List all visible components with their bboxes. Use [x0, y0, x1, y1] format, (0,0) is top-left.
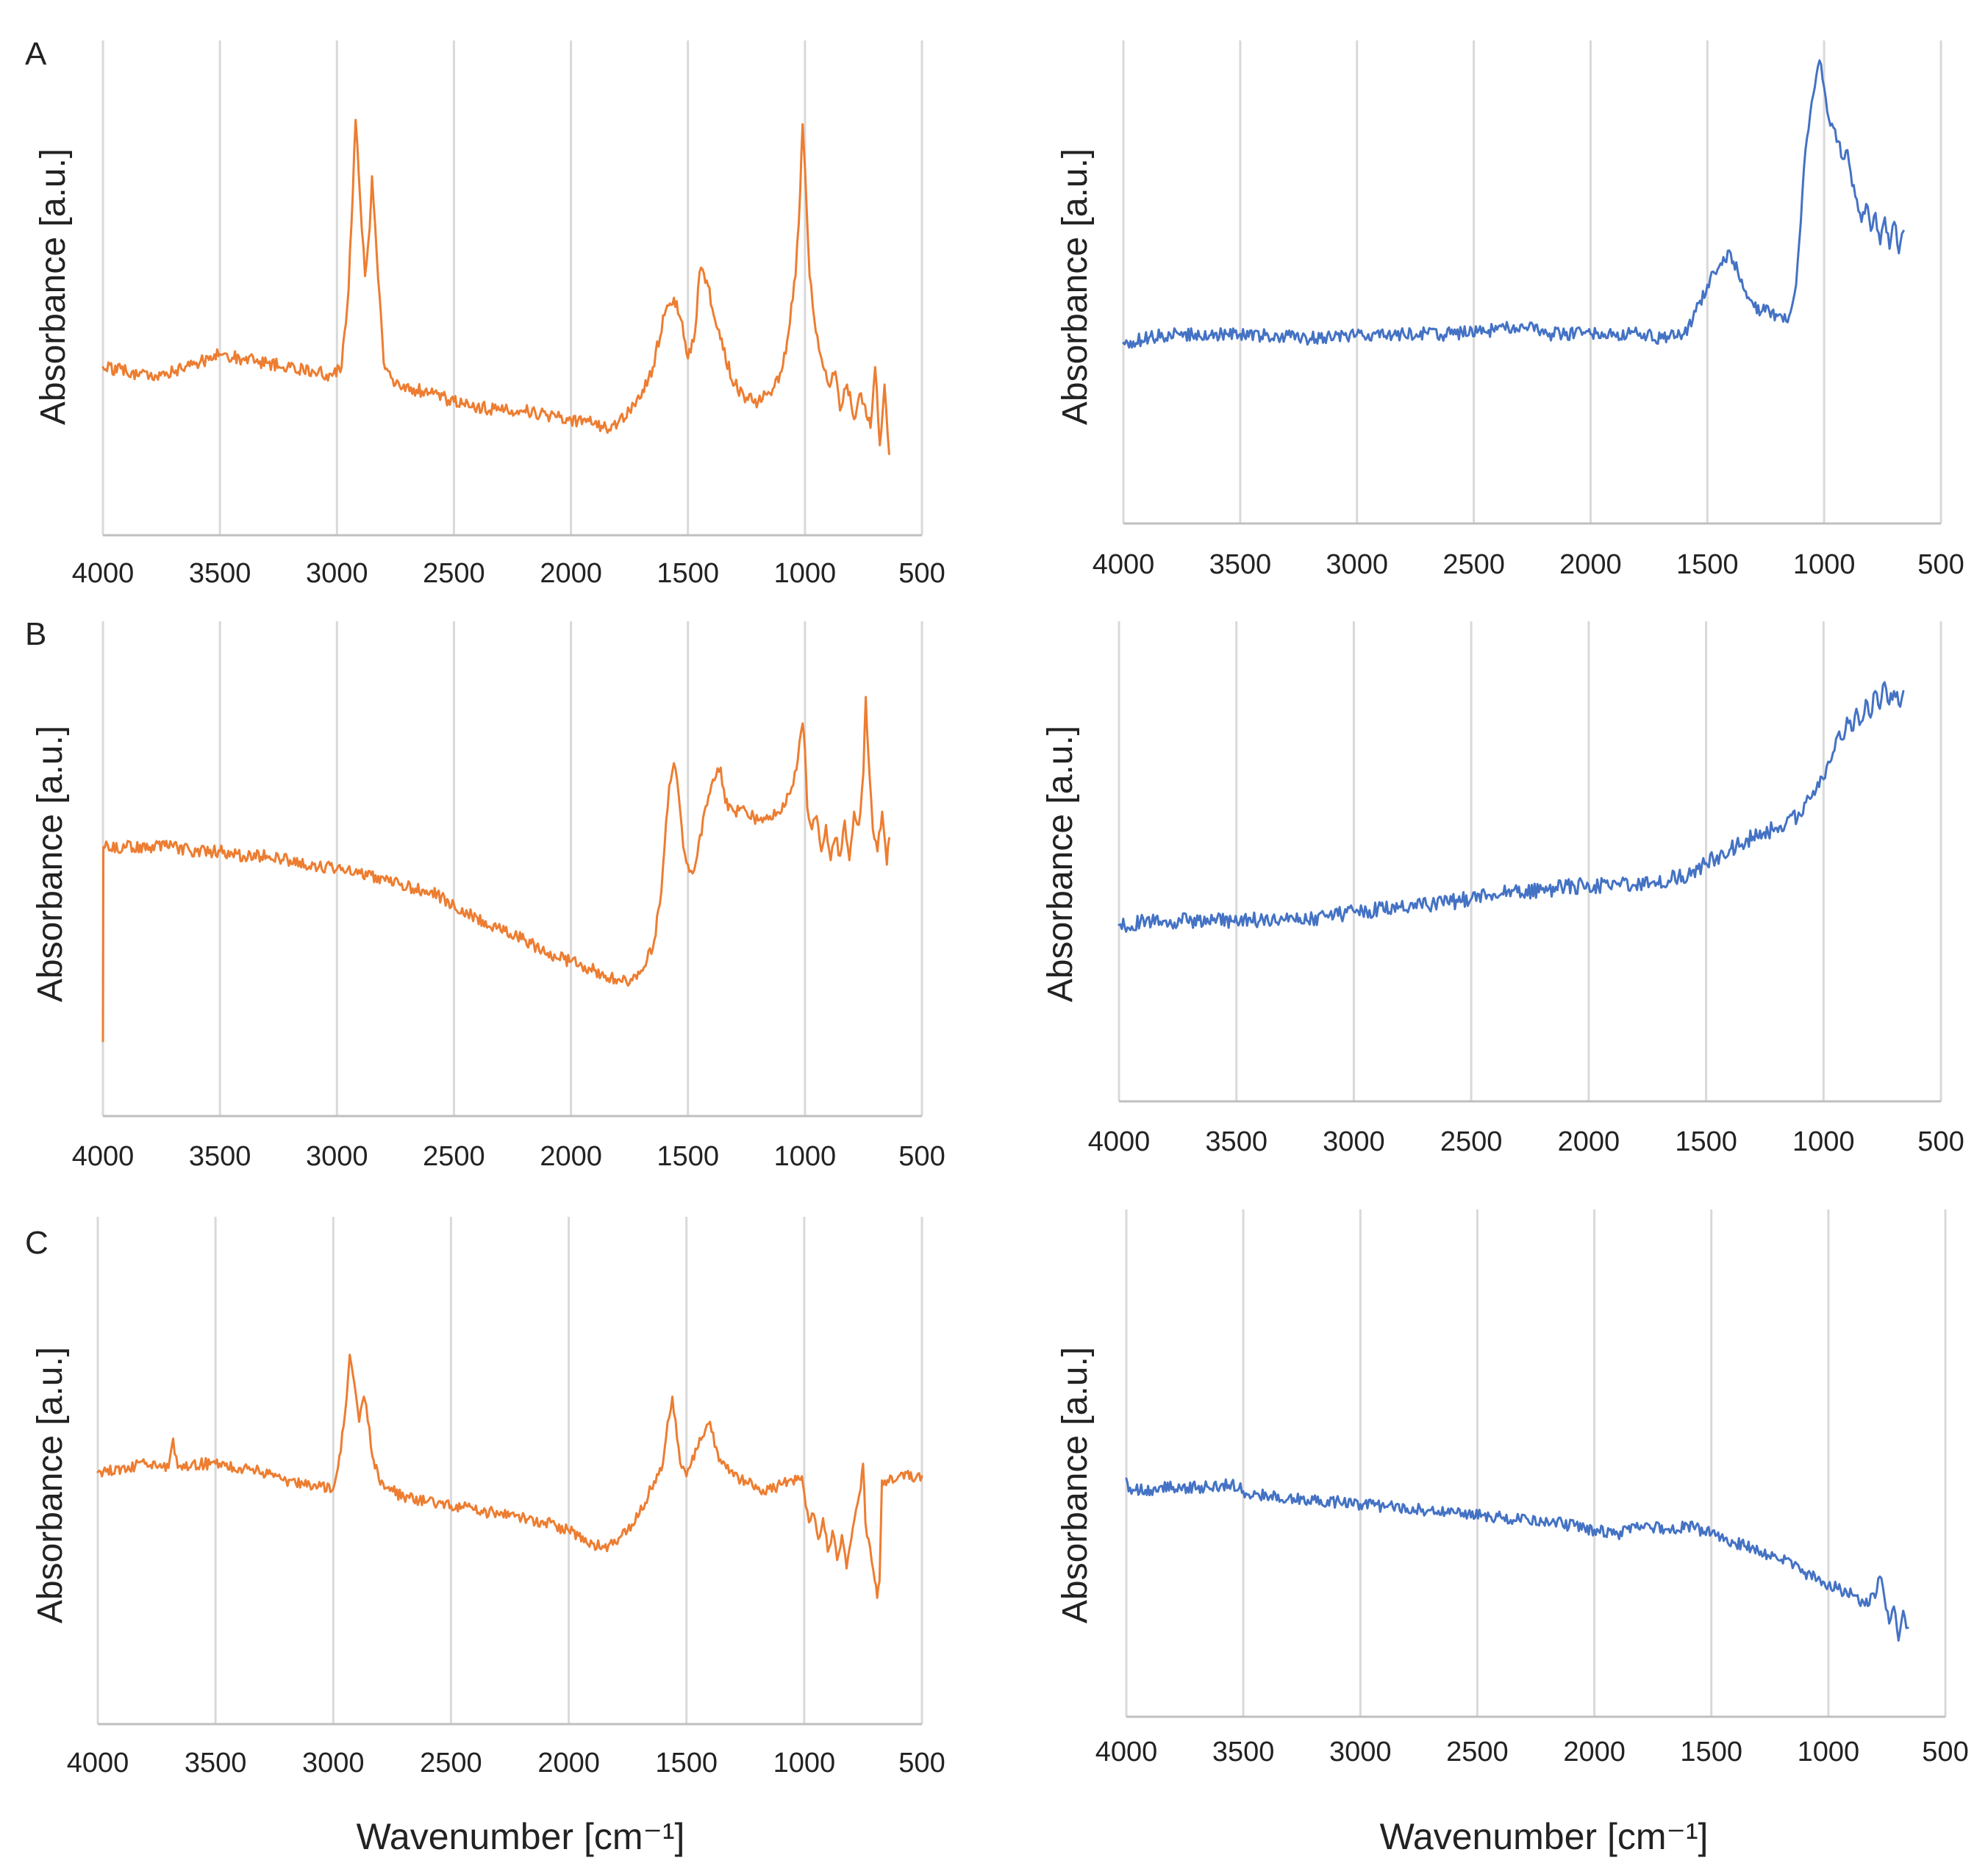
panel-letter-c: C: [25, 1225, 49, 1261]
x-tick-label-3000: 3000: [302, 1748, 365, 1779]
x-tick-label-1000: 1000: [773, 1748, 836, 1779]
x-tick-label-4000: 4000: [72, 558, 135, 589]
x-tick-label-3000: 3000: [1329, 1737, 1392, 1767]
chart-a-left: 4000 3500 3000 2500 2000 1500 1000 500 Absorbanc…: [34, 40, 945, 589]
x-tick-label-1500: 1500: [1675, 1126, 1737, 1157]
chart-a-right: 4000 3500 3000 2500 2000 1500 1000 500 Absorbanc…: [1056, 40, 1964, 580]
x-tick-label-3500: 3500: [189, 558, 251, 589]
y-axis-label: Absorbance [a.u.]: [31, 726, 70, 1002]
series-line-spectrum: [1122, 59, 1905, 349]
x-axis-title-left: Wavenumber [cm⁻¹]: [357, 1816, 685, 1857]
x-tick-label-2000: 2000: [537, 1748, 600, 1779]
series-line-spectrum: [1118, 681, 1905, 933]
x-tick-label-1500: 1500: [655, 1748, 718, 1779]
y-axis-label: Absorbance [a.u.]: [34, 149, 73, 425]
series-line-spectrum: [101, 118, 890, 455]
chart-c-right: 4000 3500 3000 2500 2000 1500 1000 500 Absorbanc…: [1056, 1209, 1969, 1767]
x-tick-label-4000: 4000: [72, 1141, 135, 1172]
x-tick-label-3000: 3000: [306, 1141, 368, 1172]
x-tick-label-4000: 4000: [1093, 549, 1155, 580]
x-tick-label-2500: 2500: [420, 1748, 482, 1779]
x-tick-label-2000: 2000: [1559, 549, 1622, 580]
x-axis-title-right: Wavenumber [cm⁻¹]: [1380, 1816, 1709, 1857]
series-line-spectrum: [96, 1354, 923, 1599]
x-tick-label-1500: 1500: [657, 1141, 719, 1172]
x-tick-label-3500: 3500: [1209, 549, 1272, 580]
x-tick-label-2500: 2500: [423, 1141, 485, 1172]
x-tick-label-1500: 1500: [657, 558, 719, 589]
x-tick-label-500: 500: [898, 558, 945, 589]
x-tick-label-1000: 1000: [1792, 1126, 1855, 1157]
x-tick-label-4000: 4000: [1088, 1126, 1151, 1157]
series-line-spectrum: [1125, 1477, 1909, 1642]
x-tick-label-1500: 1500: [1680, 1737, 1742, 1767]
x-tick-label-2500: 2500: [423, 558, 485, 589]
x-tick-label-3500: 3500: [185, 1748, 247, 1779]
x-tick-label-500: 500: [898, 1141, 945, 1172]
x-tick-label-2000: 2000: [540, 558, 602, 589]
x-tick-label-2000: 2000: [540, 1141, 602, 1172]
x-tick-label-2500: 2500: [1440, 1126, 1503, 1157]
series-line-spectrum: [101, 696, 890, 1043]
x-tick-label-500: 500: [1922, 1737, 1968, 1767]
y-axis-label: Absorbance [a.u.]: [1056, 149, 1095, 425]
x-tick-label-4000: 4000: [67, 1748, 129, 1779]
x-tick-label-1000: 1000: [774, 1141, 837, 1172]
panel-letter-a: A: [25, 36, 47, 72]
x-tick-label-3000: 3000: [306, 558, 368, 589]
x-tick-label-4000: 4000: [1095, 1737, 1158, 1767]
x-tick-label-2500: 2500: [1446, 1737, 1509, 1767]
x-tick-label-500: 500: [1917, 1126, 1964, 1157]
x-tick-label-2500: 2500: [1442, 549, 1505, 580]
x-tick-label-1000: 1000: [1793, 549, 1856, 580]
x-tick-label-3000: 3000: [1323, 1126, 1385, 1157]
panel-letter-b: B: [25, 616, 46, 652]
x-tick-label-3500: 3500: [189, 1141, 251, 1172]
y-axis-label: Absorbance [a.u.]: [1056, 1347, 1095, 1623]
chart-b-right: 4000 3500 3000 2500 2000 1500 1000 500 Absorbanc…: [1041, 621, 1964, 1157]
x-tick-label-500: 500: [898, 1748, 945, 1779]
x-tick-label-3000: 3000: [1326, 549, 1388, 580]
x-tick-label-3500: 3500: [1212, 1737, 1275, 1767]
x-tick-label-2000: 2000: [1563, 1737, 1626, 1767]
x-tick-label-1000: 1000: [1798, 1737, 1860, 1767]
x-tick-label-500: 500: [1917, 549, 1964, 580]
y-axis-label: Absorbance [a.u.]: [31, 1347, 70, 1623]
chart-c-left: 4000 3500 3000 2500 2000 1500 1000 500 Absorbanc…: [31, 1217, 945, 1779]
y-axis-label: Absorbance [a.u.]: [1041, 726, 1080, 1002]
chart-b-left: 4000 3500 3000 2500 2000 1500 1000 500 Absorbanc…: [31, 621, 945, 1172]
x-tick-label-2000: 2000: [1558, 1126, 1620, 1157]
x-tick-label-1500: 1500: [1676, 549, 1739, 580]
x-tick-label-1000: 1000: [774, 558, 837, 589]
x-tick-label-3500: 3500: [1205, 1126, 1267, 1157]
